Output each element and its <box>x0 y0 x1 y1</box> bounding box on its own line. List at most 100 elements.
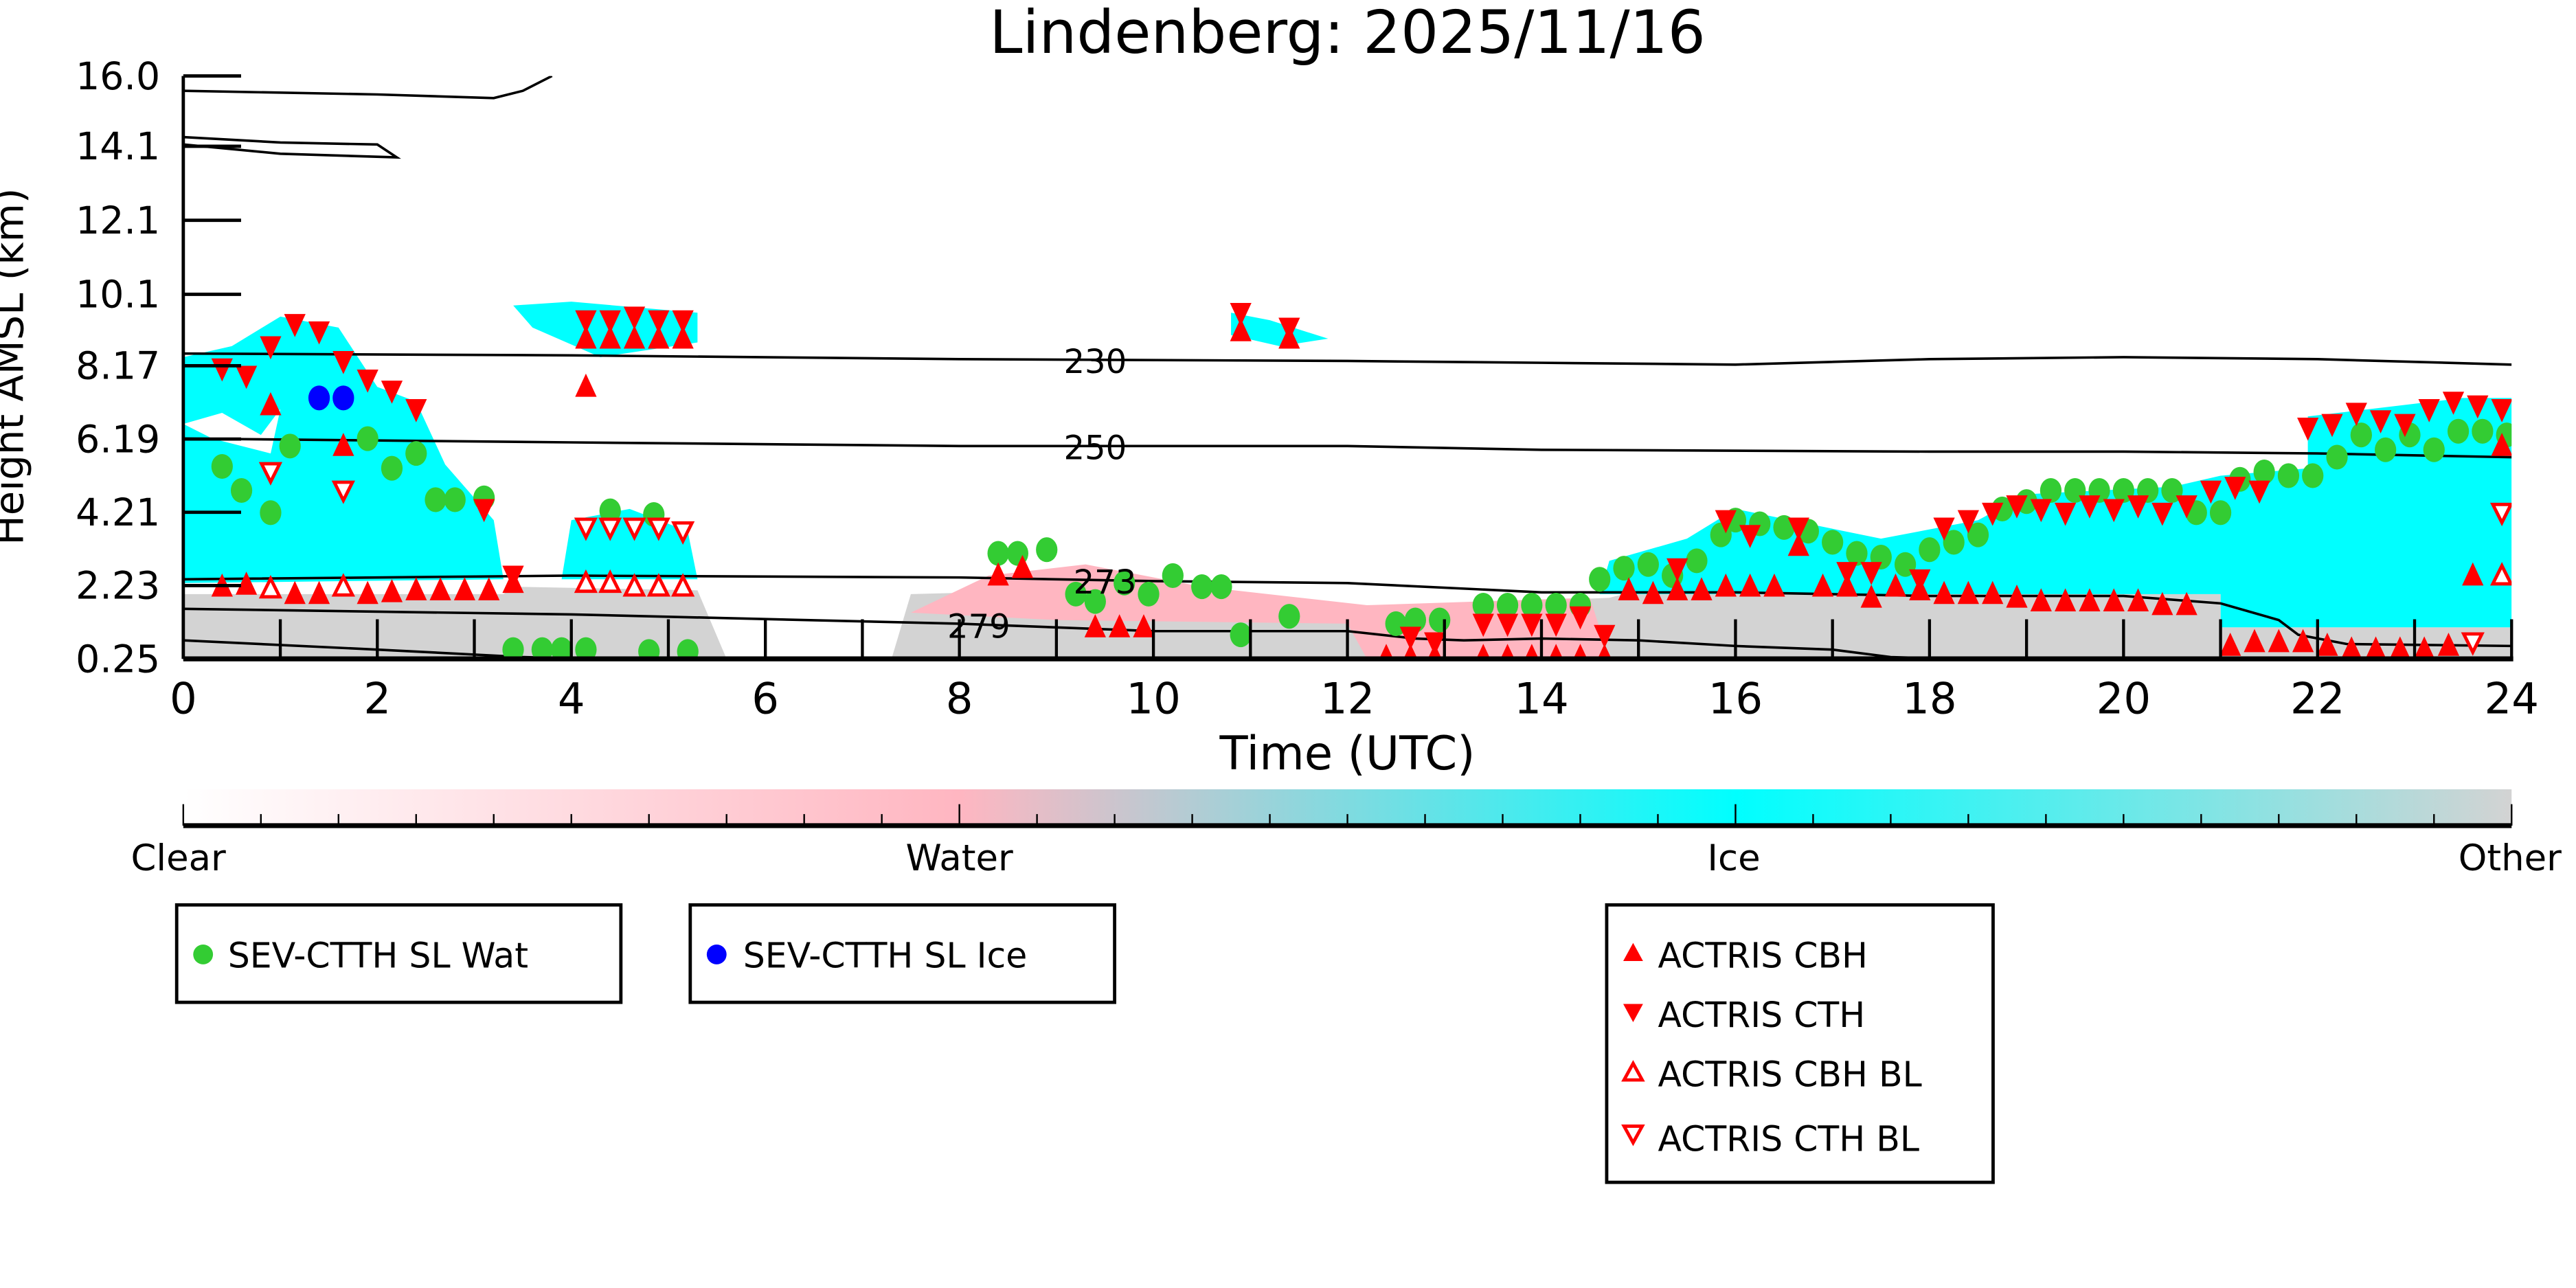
contour-labels: 230 250 273 279 <box>947 343 1137 646</box>
marker-triangle-up <box>1109 614 1131 637</box>
contour-line <box>183 437 2512 459</box>
marker-triangle-up <box>1618 577 1640 600</box>
marker-circle <box>1114 570 1136 596</box>
legend-marker-triangle-up <box>1623 942 1643 962</box>
contour-label: 230 <box>1063 343 1127 381</box>
marker-circle <box>1191 574 1213 600</box>
marker-triangle-up <box>2437 633 2460 656</box>
marker-triangle-down <box>1739 525 1761 548</box>
y-tick-label: 4.21 <box>76 491 160 535</box>
marker-triangle-down <box>2491 399 2512 422</box>
marker-triangle-up <box>2030 588 2052 612</box>
legend-label: ACTRIS CBH BL <box>1658 1054 1921 1095</box>
marker-triangle-up <box>2389 636 2411 659</box>
marker-triangle-up-open <box>598 569 622 594</box>
marker-triangle-down-open <box>598 517 622 541</box>
marker-circle <box>1496 592 1519 618</box>
marker-triangle-up <box>1548 644 1563 659</box>
x-tick-label: 16 <box>1708 673 1763 723</box>
marker-circle <box>1230 622 1252 648</box>
markers <box>211 302 2512 659</box>
marker-triangle-down <box>308 321 330 345</box>
marker-circle <box>2040 477 2062 504</box>
marker-circle <box>2472 418 2494 444</box>
marker-circle <box>1919 537 1941 563</box>
marker-triangle-up <box>623 325 646 349</box>
marker-triangle-up <box>2268 629 2290 653</box>
y-tick-label: 0.25 <box>76 637 160 681</box>
contour-label: 273 <box>1074 563 1137 602</box>
marker-triangle-up <box>1084 614 1106 637</box>
marker-triangle-down <box>1787 517 1809 541</box>
marker-triangle-up <box>2006 585 2028 608</box>
marker-triangle-up <box>260 392 282 416</box>
marker-triangle-up <box>2176 591 2197 615</box>
marker-triangle-up <box>1763 573 1785 597</box>
marker-circle <box>987 541 1009 566</box>
marker-triangle-down <box>235 365 258 389</box>
colorbar-ticks <box>182 804 2513 828</box>
marker-triangle-up <box>478 577 500 600</box>
marker-circle <box>2302 463 2324 488</box>
marker-triangle-up <box>235 572 258 595</box>
marker-circle <box>2209 500 2232 526</box>
contour-label: 279 <box>947 607 1010 646</box>
marker-triangle-up <box>2127 588 2149 612</box>
marker-circle <box>405 441 427 466</box>
marker-circle <box>260 500 282 526</box>
marker-circle <box>332 385 354 411</box>
marker-circle <box>2253 460 2275 485</box>
marker-circle <box>2326 444 2348 470</box>
y-tick-label: 16.0 <box>76 55 160 99</box>
marker-triangle-down <box>599 310 621 334</box>
marker-circle <box>279 433 301 459</box>
y-tick-label: 10.1 <box>76 273 160 317</box>
contour-line <box>183 352 2512 366</box>
y-tick-label: 8.17 <box>76 345 160 389</box>
cloud-region <box>183 409 281 454</box>
marker-triangle-up-open <box>671 573 695 597</box>
x-tick-label: 10 <box>1126 673 1181 723</box>
marker-circle <box>1822 530 1844 555</box>
marker-triangle-up <box>1011 554 1034 578</box>
marker-triangle-up <box>575 325 597 349</box>
marker-triangle-up <box>1500 644 1515 659</box>
marker-triangle-down <box>2006 495 2028 519</box>
marker-circle <box>677 639 699 659</box>
contour-label: 250 <box>1063 429 1127 468</box>
marker-triangle-down <box>2127 495 2149 519</box>
marker-circle <box>2423 437 2445 462</box>
legend-actris: ACTRIS CBH ACTRIS CTH ACTRIS CBH BL ACTR… <box>1605 903 1995 1184</box>
x-tick-label: 14 <box>1514 673 1569 723</box>
marker-triangle-up <box>1933 580 1955 605</box>
marker-triangle-down <box>2345 403 2367 427</box>
marker-triangle-up <box>672 325 694 349</box>
legend-marker-blue-circle <box>706 945 727 964</box>
marker-triangle-down <box>2442 392 2465 415</box>
marker-circle <box>1545 592 1567 618</box>
cloud-region <box>1231 313 1329 346</box>
marker-circle <box>2375 437 2397 462</box>
marker-triangle-up <box>1597 644 1612 659</box>
x-tick-label: 6 <box>752 673 779 723</box>
marker-triangle-up <box>1476 644 1491 659</box>
marker-triangle-down <box>1472 613 1494 637</box>
marker-circle <box>1846 541 1868 566</box>
marker-triangle-down <box>2297 417 2319 441</box>
marker-triangle-down <box>2248 480 2270 504</box>
marker-circle <box>1613 556 1635 581</box>
marker-triangle-up <box>357 580 379 605</box>
marker-triangle-down-open <box>2490 502 2512 527</box>
marker-circle <box>381 455 403 481</box>
marker-circle <box>1404 607 1427 633</box>
marker-triangle-up <box>1691 577 1713 600</box>
marker-triangle-up <box>2079 588 2101 612</box>
y-tick-label: 2.23 <box>76 565 160 609</box>
marker-circle <box>1065 581 1087 607</box>
marker-triangle-down <box>672 310 694 334</box>
marker-triangle-up <box>2413 636 2435 659</box>
marker-triangle-up <box>987 562 1009 586</box>
marker-triangle-down-open <box>646 517 670 541</box>
marker-circle <box>425 487 447 512</box>
marker-triangle-down-open <box>258 462 283 486</box>
